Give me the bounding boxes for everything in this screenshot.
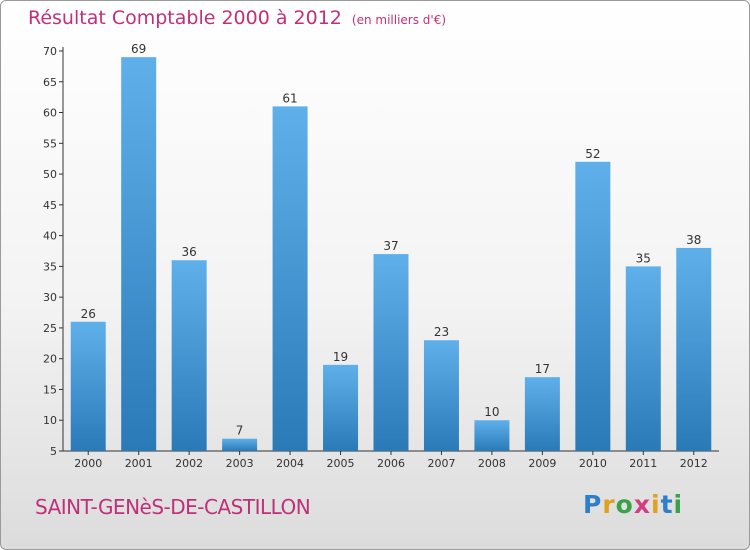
bar-2010 [575,161,611,451]
y-tick-label: 70 [43,45,57,58]
x-tick-label-2004: 2004 [276,457,304,470]
y-tick-label: 55 [43,137,57,150]
x-tick-label-2005: 2005 [327,457,355,470]
x-tick-label-2000: 2000 [74,457,102,470]
y-tick-label: 45 [43,199,57,212]
logo-letter: P [583,490,603,519]
data-label-2003: 7 [236,424,244,438]
x-tick-label-2002: 2002 [175,457,203,470]
chart-title: Résultat Comptable 2000 à 2012 (en millie… [28,7,446,29]
bar-2007 [423,340,459,451]
data-label-2001: 69 [131,42,146,56]
bar-2003 [222,438,258,451]
y-tick-label: 40 [43,230,57,243]
y-tick-label: 50 [43,168,57,181]
y-tick-label: 10 [43,414,57,427]
bar-2009 [524,377,560,451]
data-label-2004: 61 [282,91,297,105]
bar-2012 [676,247,712,451]
x-tick-label-2012: 2012 [680,457,708,470]
chart-title-text: Résultat Comptable 2000 à 2012 [28,7,342,29]
data-label-2012: 38 [686,233,701,247]
data-label-2009: 17 [535,362,550,376]
x-tick-label-2006: 2006 [377,457,405,470]
bar-2011 [625,266,661,451]
x-tick-label-2010: 2010 [579,457,607,470]
data-label-2011: 35 [636,251,651,265]
data-label-2002: 36 [182,245,197,259]
logo-letter: r [602,490,616,519]
data-label-2008: 10 [484,405,499,419]
data-label-2007: 23 [434,325,449,339]
bar-2008 [474,420,510,451]
y-tick-label: 5 [50,445,57,458]
logo-letter: i [651,490,661,519]
data-label-2005: 19 [333,350,348,364]
x-tick-label-2009: 2009 [528,457,556,470]
y-tick-label: 30 [43,291,57,304]
bar-2005 [323,364,359,451]
x-tick-label-2008: 2008 [478,457,506,470]
data-label-2006: 37 [383,239,398,253]
logo-letter: i [673,490,684,519]
y-tick-label: 65 [43,76,57,89]
bar-2002 [171,260,207,451]
bar-2000 [70,321,106,451]
logo-letter: t [660,490,674,519]
data-label-2000: 26 [81,307,96,321]
commune-name: SAINT-GENèS-DE-CASTILLON [35,495,311,519]
bars: 26 69 36 7 61 19 37 23 10 17 52 35 38 [70,42,712,452]
x-tick-label-2011: 2011 [629,457,657,470]
y-tick-label: 20 [43,353,57,366]
logo-letter: o [615,490,634,519]
logo-letter: x [633,490,651,519]
x-tick-label-2003: 2003 [226,457,254,470]
proxiti-logo: Proxiti [583,490,683,519]
x-tick-label-2001: 2001 [125,457,153,470]
bar-2001 [121,57,157,452]
data-label-2010: 52 [585,147,600,161]
y-tick-label: 60 [43,107,57,120]
chart-unit: (en milliers d'€) [351,13,447,27]
y-tick-label: 35 [43,260,57,273]
x-tick-label-2007: 2007 [427,457,455,470]
y-tick-label: 25 [43,322,57,335]
bar-2006 [373,254,409,451]
bar-2004 [272,106,308,451]
y-tick-label: 15 [43,383,57,396]
